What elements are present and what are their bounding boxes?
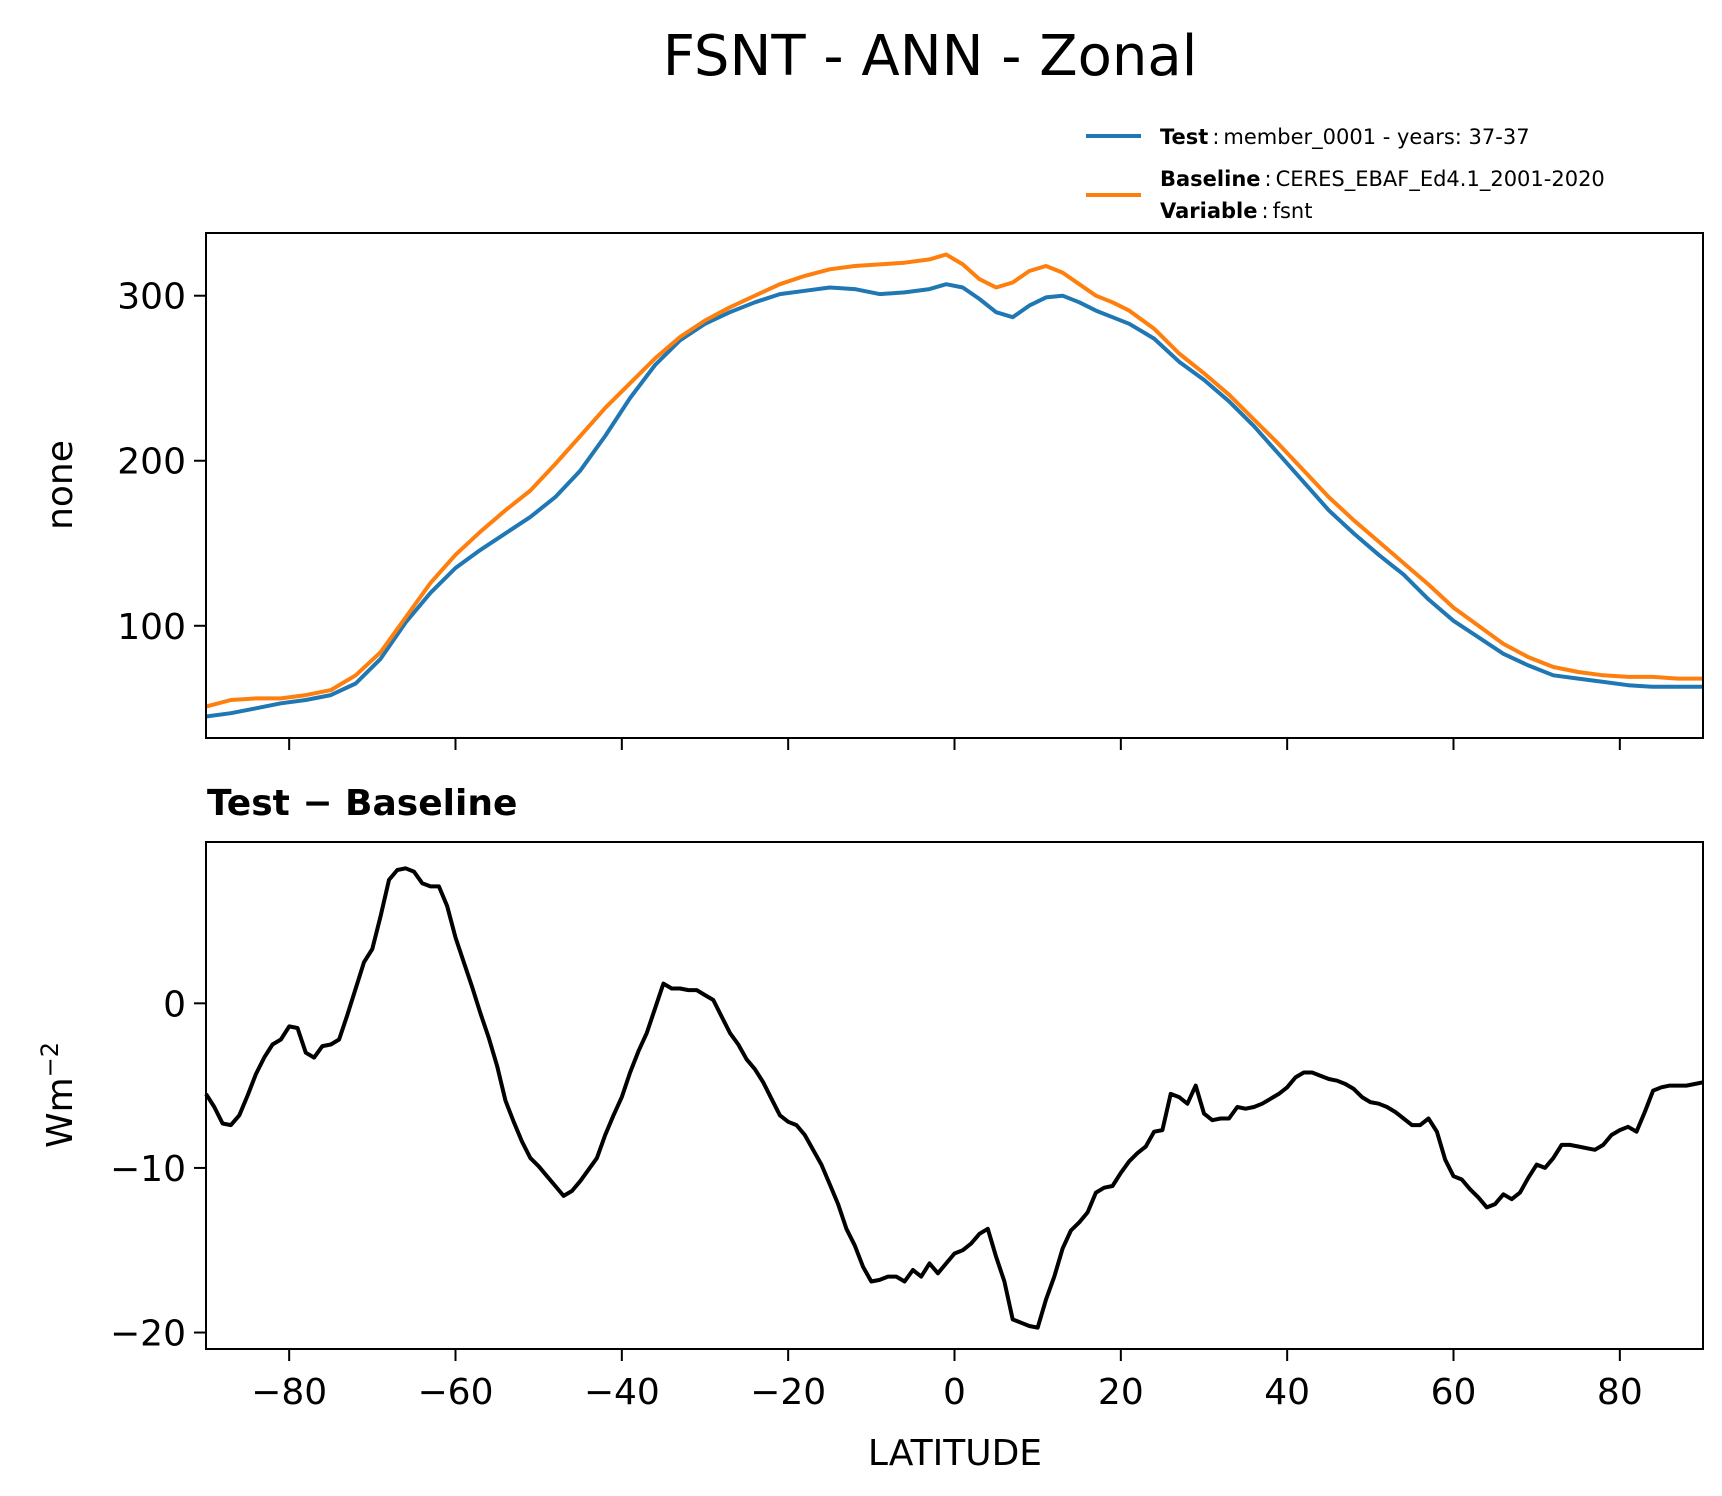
bottom-panel-title: Test − Baseline — [207, 783, 517, 824]
legend-baseline-text: CERES_EBAF_Ed4.1_2001-2020 — [1276, 167, 1605, 192]
x-tick-label: 60 — [1431, 1372, 1477, 1413]
top-series-lines — [205, 252, 1703, 719]
bottom-y-axis-label: Wm−2 — [36, 1042, 81, 1148]
top-x-ticks — [288, 738, 1621, 750]
legend: Test: member_0001 - years: 37-37 Baseline… — [1086, 125, 1605, 223]
bottom-y-axis-label-exponent: −2 — [36, 1042, 64, 1077]
y-tick-label: 200 — [117, 442, 186, 483]
x-tick-label: 80 — [1597, 1372, 1643, 1413]
bottom-x-ticks: −80 −60 −40 −20 0 20 40 60 80 — [251, 1349, 1643, 1413]
x-axis-label: LATITUDE — [868, 1433, 1042, 1474]
y-tick-label: −20 — [110, 1314, 186, 1355]
series-line-test — [205, 282, 1703, 719]
legend-test-key: Test — [1160, 125, 1208, 149]
series-line-baseline — [205, 252, 1703, 709]
bottom-y-axis-label-base: Wm — [40, 1077, 81, 1148]
y-tick-label: −10 — [110, 1149, 186, 1190]
legend-baseline-entry: Baseline: CERES_EBAF_Ed4.1_2001-2020 — [1160, 167, 1605, 192]
x-tick-label: −20 — [750, 1372, 826, 1413]
bottom-series-line — [204, 866, 1704, 1330]
x-tick-label: 40 — [1264, 1372, 1310, 1413]
top-y-axis-label: none — [40, 440, 81, 530]
legend-baseline-key: Baseline — [1160, 167, 1261, 191]
chart-title: FSNT - ANN - Zonal — [663, 24, 1198, 89]
bottom-panel: Test − Baseline −20 −10 0 −80 −60 −40 −20 0 20 4… — [36, 783, 1704, 1474]
y-tick-label: 0 — [163, 984, 186, 1025]
legend-test-entry: Test: member_0001 - years: 37-37 — [1160, 125, 1530, 150]
top-panel: 100 200 300 none — [40, 232, 1704, 750]
top-y-ticks: 100 200 300 — [117, 277, 206, 648]
x-tick-label: 0 — [943, 1372, 966, 1413]
x-tick-label: −80 — [251, 1372, 327, 1413]
y-tick-label: 300 — [117, 277, 186, 318]
x-tick-label: 20 — [1098, 1372, 1144, 1413]
x-tick-label: −40 — [584, 1372, 660, 1413]
legend-variable-text: fsnt — [1273, 199, 1313, 223]
bottom-y-ticks: −20 −10 0 — [110, 984, 206, 1355]
legend-test-text: member_0001 - years: 37-37 — [1223, 125, 1529, 150]
x-tick-label: −60 — [418, 1372, 494, 1413]
y-tick-label: 100 — [117, 607, 186, 648]
series-line-test-baseline — [204, 866, 1704, 1330]
legend-variable-key: Variable — [1160, 199, 1257, 223]
legend-variable-entry: Variable: fsnt — [1160, 199, 1312, 223]
